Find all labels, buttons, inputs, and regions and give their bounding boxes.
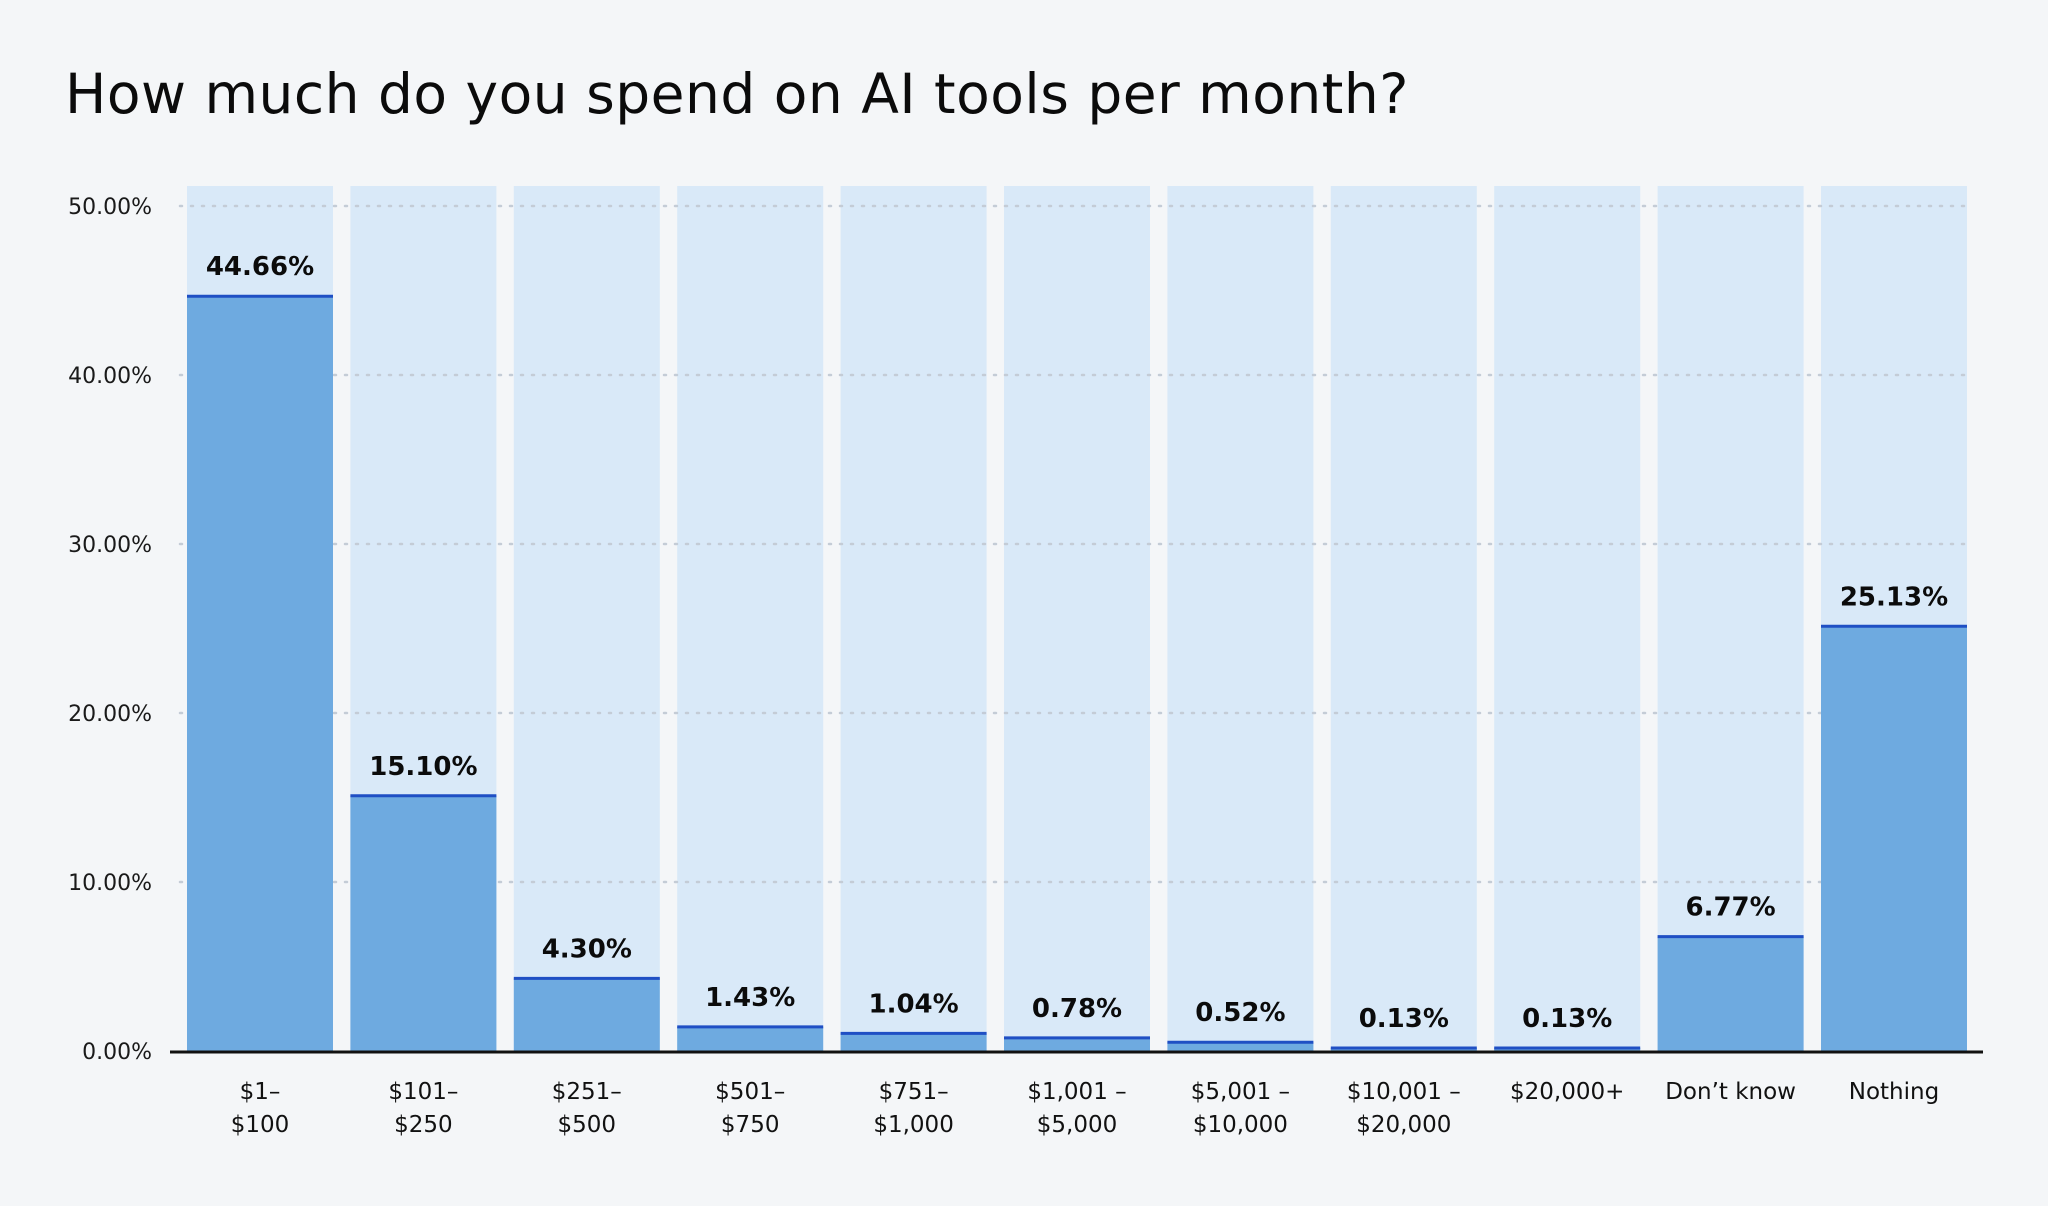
x-tick-line: $500 xyxy=(558,1112,617,1138)
data-label: 0.13% xyxy=(1522,1004,1612,1034)
x-tick-line: Nothing xyxy=(1849,1079,1939,1105)
bar-background xyxy=(840,186,987,1051)
x-tick-line: $1,000 xyxy=(873,1112,953,1138)
x-tick-label: Nothing xyxy=(1849,1079,1939,1105)
bar-background xyxy=(513,186,660,1051)
data-labels: 44.66% 15.10% 4.30% 1.43% 1.04% 0.78% 0.52% 0.1… xyxy=(206,252,1948,1034)
data-label: 0.13% xyxy=(1359,1004,1449,1034)
data-label: 4.30% xyxy=(542,934,632,964)
chart-title: How much do you spend on AI tools per mo… xyxy=(65,62,1409,126)
x-tick-line: $1,001 – xyxy=(1027,1079,1126,1105)
x-tick-label: $101– $250 xyxy=(388,1079,458,1138)
x-tick-label: $751– $1,000 xyxy=(873,1079,953,1138)
x-tick-label: $5,001 – $10,000 xyxy=(1191,1079,1290,1138)
data-label: 6.77% xyxy=(1685,893,1775,923)
x-tick-label: $251– $500 xyxy=(552,1079,622,1138)
data-label: 0.78% xyxy=(1032,994,1122,1024)
x-tick-line: $501– xyxy=(715,1079,785,1105)
x-tick-label: $10,001 – $20,000 xyxy=(1347,1079,1461,1138)
y-tick-label: 20.00% xyxy=(68,702,152,727)
x-tick-line: $20,000+ xyxy=(1510,1079,1624,1105)
bars xyxy=(187,294,1967,1052)
x-tick-line: $250 xyxy=(394,1112,453,1138)
x-tick-label: $1,001 – $5,000 xyxy=(1027,1079,1126,1138)
bar-background xyxy=(1167,186,1314,1051)
x-tick-line: $5,000 xyxy=(1037,1112,1117,1138)
x-tick-line: $20,000 xyxy=(1356,1112,1451,1138)
x-tick-line: $10,000 xyxy=(1193,1112,1288,1138)
bar xyxy=(677,1026,824,1051)
data-label: 1.04% xyxy=(868,989,958,1019)
data-label: 1.43% xyxy=(705,983,795,1013)
bar xyxy=(1004,1037,1150,1051)
bar-background xyxy=(1004,186,1150,1051)
y-tick-label: 40.00% xyxy=(68,364,152,389)
x-tick-label: $501– $750 xyxy=(715,1079,785,1138)
x-tick-line: $100 xyxy=(231,1112,290,1138)
x-tick-label: $1– $100 xyxy=(231,1079,290,1138)
data-label: 44.66% xyxy=(206,252,314,282)
bar-background xyxy=(1330,186,1477,1051)
x-tick-line: $101– xyxy=(388,1079,458,1105)
data-label: 15.10% xyxy=(369,752,477,782)
x-axis-ticks: $1– $100$101– $250$251– $500$501– $750$751– $… xyxy=(231,1079,1940,1138)
bar xyxy=(1167,1042,1314,1051)
x-tick-line: $5,001 – xyxy=(1191,1079,1290,1105)
x-tick-label: $20,000+ xyxy=(1510,1079,1624,1105)
x-tick-line: $251– xyxy=(552,1079,622,1105)
x-tick-line: $750 xyxy=(721,1112,780,1138)
x-tick-line: $1– xyxy=(240,1079,281,1105)
bar xyxy=(187,296,333,1052)
bar-background xyxy=(1494,186,1641,1051)
y-tick-label: 50.00% xyxy=(68,195,152,220)
bar-background xyxy=(1657,186,1804,1051)
y-tick-label: 30.00% xyxy=(68,533,152,558)
bar xyxy=(1657,936,1804,1051)
y-tick-label: 0.00% xyxy=(82,1040,152,1065)
bar-background xyxy=(677,186,824,1051)
data-label: 0.52% xyxy=(1195,998,1285,1028)
bar xyxy=(1821,626,1967,1051)
bar xyxy=(350,795,497,1051)
gridlines xyxy=(178,204,1970,884)
data-label: 25.13% xyxy=(1840,582,1948,612)
bar xyxy=(513,978,660,1051)
x-tick-line: $751– xyxy=(879,1079,949,1105)
y-tick-label: 10.00% xyxy=(68,871,152,896)
x-tick-line: $10,001 – xyxy=(1347,1079,1461,1105)
bar xyxy=(840,1033,987,1051)
y-axis-ticks: 0.00% 10.00% 20.00% 30.00% 40.00% 50.00% xyxy=(68,195,152,1065)
x-tick-line: Don’t know xyxy=(1665,1079,1796,1105)
x-tick-label: Don’t know xyxy=(1665,1079,1796,1105)
